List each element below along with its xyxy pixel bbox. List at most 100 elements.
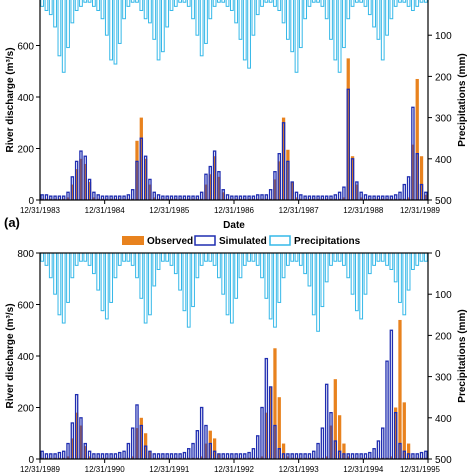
simulated-bar [221,453,225,459]
precipitation-bar [238,0,243,40]
simulated-bar [243,453,247,459]
observed-bar [277,397,281,459]
precipitation-bar [122,0,126,20]
precipitation-bar [212,253,217,266]
simulated-bar [286,453,290,459]
simulated-bar [264,194,269,200]
legend-swatch-observed [122,236,144,245]
observed-bar [355,184,359,200]
observed-bar [277,161,281,200]
simulated-bar [109,453,113,459]
legend-label-simulated: Simulated [219,236,267,247]
precipitation-bar [87,253,92,266]
precipitation-bar [130,0,135,3]
simulated-bar [238,453,243,459]
observed-bar [139,117,143,200]
precipitation-bar [324,253,329,283]
simulated-bar [281,453,286,459]
observed-bar [411,144,415,200]
precipitation-bar [411,0,415,11]
x-tick-label: 12/31/1995 [400,465,441,474]
simulated-bar [247,451,251,459]
precipitation-bar [152,0,157,40]
simulated-bar [113,453,118,459]
simulated-bar [381,427,385,459]
precipitation-bar [303,0,308,20]
observed-bar [70,438,74,459]
simulated-bar [355,181,359,200]
observed-bar [389,456,393,459]
simulated-bar [281,122,286,200]
precipitation-bar [255,0,260,16]
simulated-bar [74,160,79,200]
observed-bar [131,456,135,459]
precipitation-bar [247,0,251,69]
precipitation-bar [113,253,118,279]
x-axis-label: Date [223,220,245,231]
observed-bar [212,156,217,200]
simulated-bar [118,451,122,459]
precipitation-bar [363,253,368,295]
precipitation-bar [117,0,122,44]
precipitation-bar [135,253,139,279]
simulated-bar [355,453,359,459]
precipitation-bar [234,253,239,299]
simulated-bar [389,329,394,459]
precipitation-bar [311,253,316,316]
precipitation-bar [303,253,308,275]
simulated-bar [130,189,135,200]
precipitation-bar [247,253,251,262]
precipitation-bar [268,0,273,3]
observed-bar [325,456,329,459]
precipitation-bar [376,0,381,40]
precipitation-bar [182,0,187,3]
precipitation-bar [204,0,208,44]
precipitation-bar [385,0,389,36]
precipitation-bar [109,0,114,61]
observed-bar [329,425,333,459]
simulated-bar [255,194,260,200]
simulated-bar [342,453,346,459]
observed-bar [83,446,87,459]
precipitation-bar [402,253,407,316]
right-tick-label: 100 [435,31,452,42]
precipitation-bar [79,253,83,262]
simulated-bar [92,453,96,459]
precipitation-bar [173,0,178,7]
simulated-bar [156,194,161,200]
simulated-bar [406,453,411,459]
precipitation-bar [117,253,122,266]
simulated-bar [299,453,303,459]
precipitation-bar [281,253,286,279]
observed-bar [87,456,92,459]
right-tick-label: 500 [435,196,452,207]
precipitation-bar [260,253,264,279]
precipitation-bar [415,0,420,7]
precipitation-bar [104,253,109,320]
precipitation-bar [191,253,195,308]
observed-bar [212,438,217,459]
precipitation-bar [346,253,351,279]
precipitation-bar [393,253,398,283]
simulated-bar [182,451,187,459]
simulated-bar [230,453,234,459]
simulated-bar [346,88,350,200]
precipitation-bar [53,253,57,295]
precipitation-bar [122,253,126,262]
observed-bar [273,348,277,459]
precipitation-bar [281,0,286,24]
simulated-bar [70,422,75,459]
precipitation-bar [135,0,139,3]
observed-bar [75,412,79,459]
simulated-bar [225,194,230,200]
precipitation-bar [66,253,70,303]
observed-bar [135,428,139,459]
precipitation-bar [44,253,49,266]
precipitation-bar [225,0,230,7]
observed-bar [217,453,221,459]
precipitation-bar [225,253,230,316]
simulated-bar [255,435,260,459]
precipitation-bar [380,253,385,262]
precipitation-bar [191,0,195,20]
x-tick-label: 12/31/1988 [343,206,384,215]
